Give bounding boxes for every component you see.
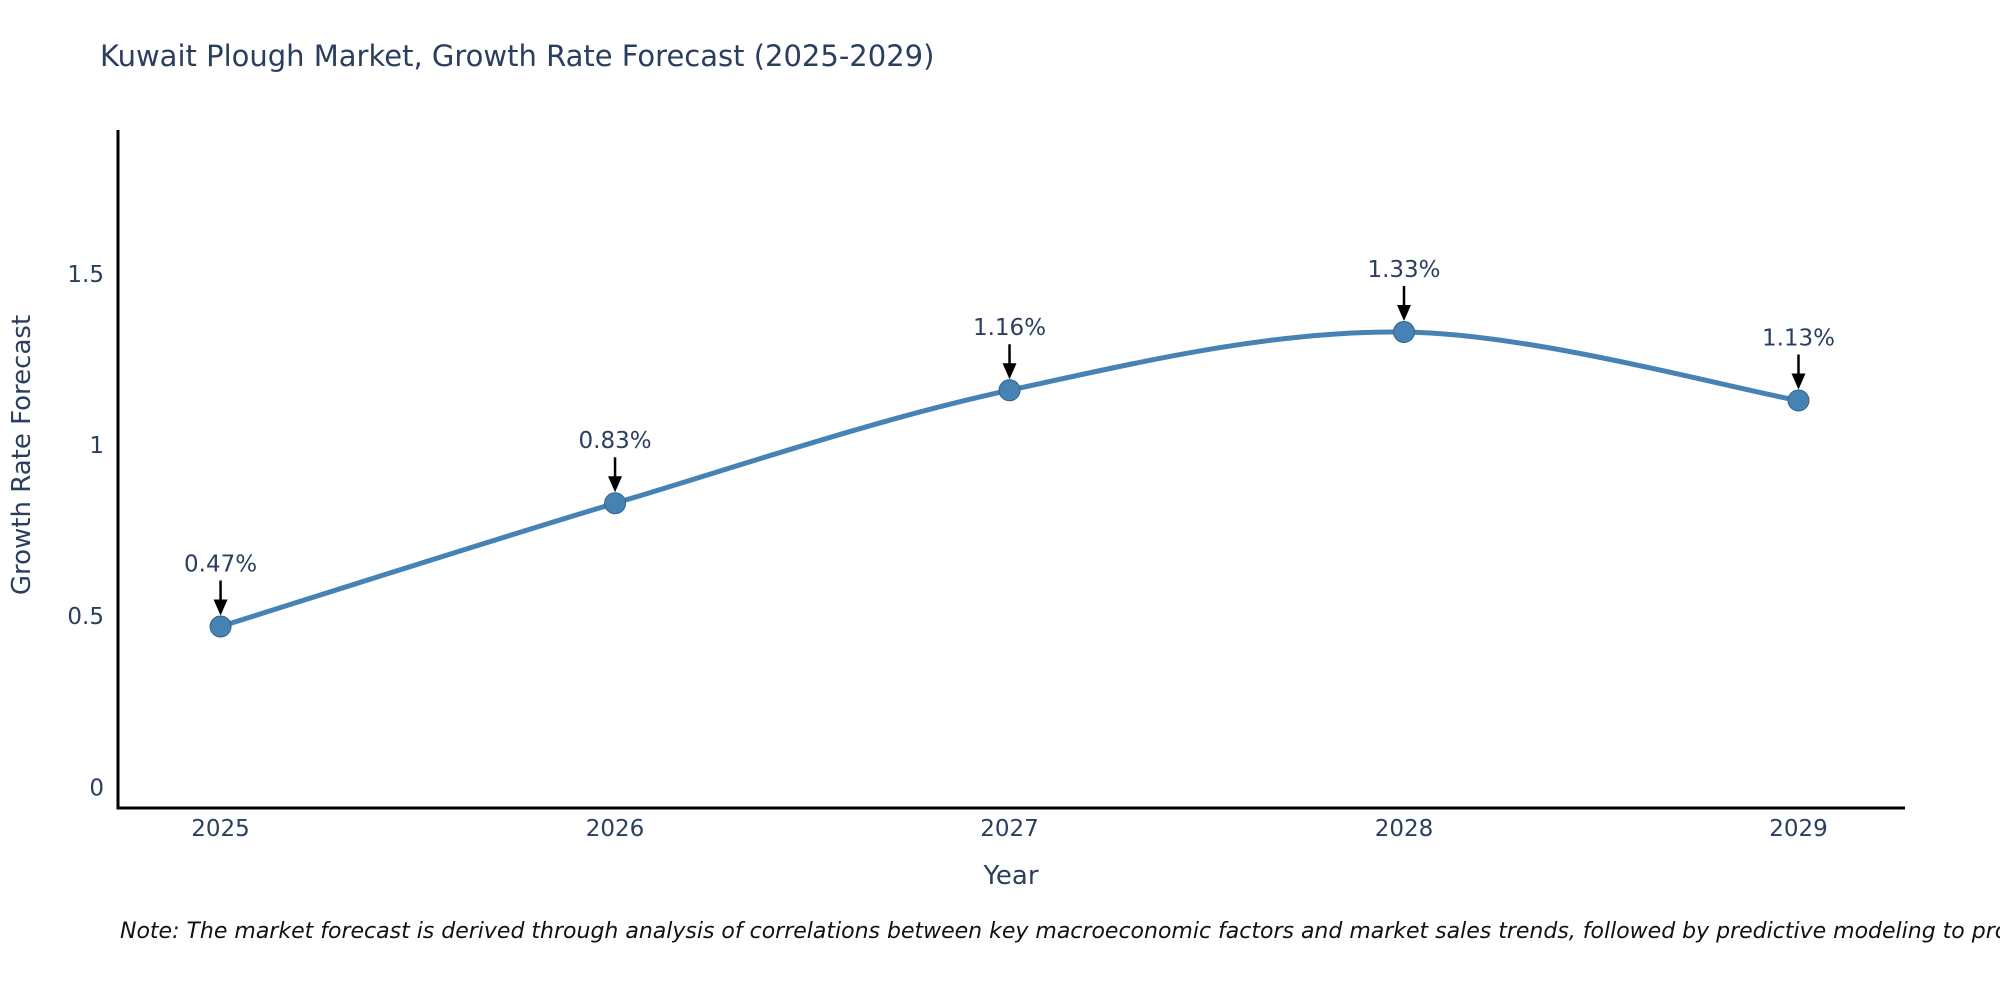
data-label-annotations: 0.47% 0.83% 1.16% 1.33% 1.13%	[184, 257, 1835, 616]
data-point-marker	[1393, 321, 1416, 344]
annotation-arrowhead-icon	[1002, 363, 1017, 380]
data-label-annotation: 1.13%	[1762, 326, 1835, 390]
x-axis-title: Year	[982, 861, 1038, 891]
data-point-label: 1.33%	[1367, 257, 1440, 283]
data-point-label: 1.16%	[973, 315, 1046, 341]
data-point-marker	[209, 615, 232, 638]
y-tick-label: 0.5	[67, 604, 104, 630]
x-tick-label: 2029	[1769, 816, 1828, 842]
data-point-marker	[604, 492, 627, 515]
data-label-annotation: 0.47%	[184, 552, 257, 616]
y-tick-label: 1	[89, 433, 104, 459]
y-tick-label: 1.5	[67, 262, 104, 288]
data-point-marker	[1787, 389, 1810, 412]
footnote: Note: The market forecast is derived thr…	[120, 919, 2000, 944]
annotation-arrowhead-icon	[608, 476, 623, 493]
data-point-label: 0.47%	[184, 552, 257, 578]
chart-title: Kuwait Plough Market, Growth Rate Foreca…	[100, 39, 934, 73]
data-label-annotation: 1.16%	[973, 315, 1046, 380]
y-tick-label: 0	[89, 775, 104, 801]
annotation-arrowhead-icon	[1397, 305, 1412, 322]
data-point-marker	[998, 379, 1021, 402]
y-axis-title: Growth Rate Forecast	[7, 315, 37, 595]
data-point-label: 0.83%	[579, 428, 652, 454]
data-label-annotation: 1.33%	[1367, 257, 1441, 322]
x-tick-label: 2028	[1375, 816, 1434, 842]
annotation-arrowhead-icon	[1791, 373, 1806, 390]
x-tick-label: 2027	[980, 816, 1039, 842]
data-label-annotation: 0.83%	[579, 428, 652, 493]
data-point-markers	[209, 321, 1810, 638]
x-tick-label: 2026	[586, 816, 645, 842]
annotation-arrowhead-icon	[213, 599, 228, 616]
y-axis-tick-labels: 0 0.5 1 1.5	[67, 262, 104, 802]
x-axis-tick-labels: 2025 2026 2027 2028 2029	[191, 816, 1827, 842]
x-tick-label: 2025	[191, 816, 250, 842]
data-point-label: 1.13%	[1762, 326, 1835, 352]
